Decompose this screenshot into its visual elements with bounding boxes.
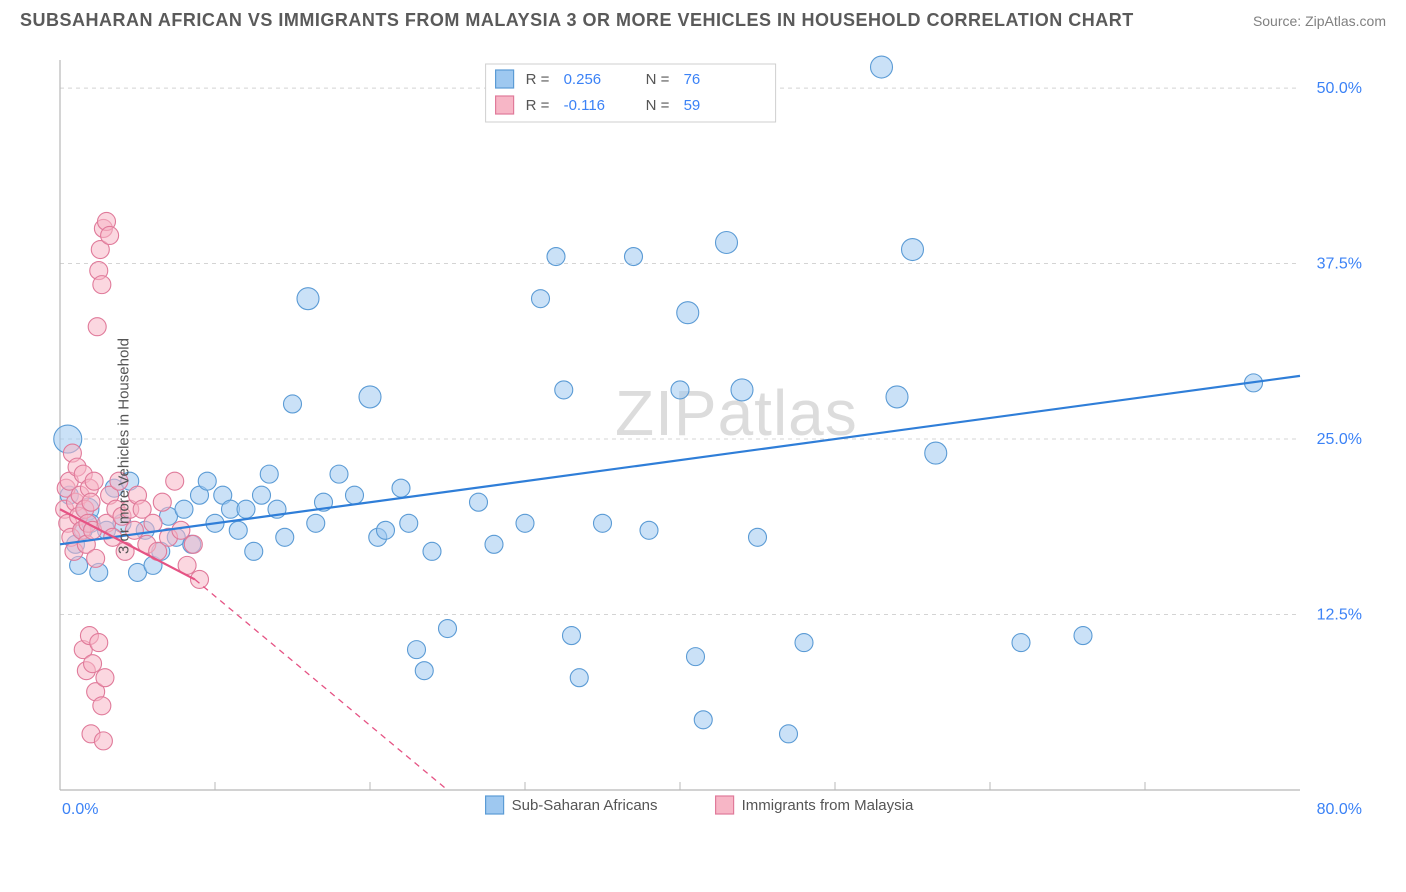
point-series-a (392, 479, 410, 497)
point-series-a (1012, 634, 1030, 652)
point-series-a (439, 620, 457, 638)
point-series-b (96, 669, 114, 687)
point-series-a (485, 535, 503, 553)
x-tick-label: 80.0% (1317, 801, 1362, 818)
point-series-a (307, 514, 325, 532)
point-series-a (253, 486, 271, 504)
point-series-b (184, 535, 202, 553)
stats-r-value: -0.116 (564, 97, 605, 114)
point-series-b (84, 655, 102, 673)
y-tick-label: 25.0% (1317, 431, 1362, 448)
point-series-b (172, 521, 190, 539)
stats-n-value: 76 (684, 71, 701, 88)
point-series-b (90, 634, 108, 652)
point-series-a (423, 542, 441, 560)
point-series-a (198, 472, 216, 490)
point-series-a (359, 386, 381, 408)
point-series-a (245, 542, 263, 560)
legend-swatch-a (486, 796, 504, 814)
point-series-a (555, 381, 573, 399)
stats-n-value: 59 (684, 97, 701, 114)
point-series-b (94, 732, 112, 750)
trendline-b-ext (195, 579, 448, 790)
legend-label-b: Immigrants from Malaysia (742, 797, 914, 814)
stats-swatch (496, 70, 514, 88)
point-series-a (625, 248, 643, 266)
point-series-a (284, 395, 302, 413)
stats-r-value: 0.256 (564, 71, 602, 88)
point-series-a (594, 514, 612, 532)
source-prefix: Source: (1253, 13, 1305, 29)
point-series-b (166, 472, 184, 490)
stats-swatch (496, 96, 514, 114)
point-series-a (516, 514, 534, 532)
y-tick-label: 50.0% (1317, 80, 1362, 97)
point-series-a (415, 662, 433, 680)
point-series-a (570, 669, 588, 687)
point-series-a (795, 634, 813, 652)
point-series-a (671, 381, 689, 399)
point-series-a (563, 627, 581, 645)
point-series-a (260, 465, 278, 483)
point-series-a (532, 290, 550, 308)
legend-label-a: Sub-Saharan Africans (512, 797, 658, 814)
source-name: ZipAtlas.com (1305, 13, 1386, 29)
point-series-a (175, 500, 193, 518)
point-series-b (101, 226, 119, 244)
point-series-b (93, 276, 111, 294)
point-series-a (346, 486, 364, 504)
legend-swatch-b (716, 796, 734, 814)
point-series-b (153, 493, 171, 511)
point-series-a (886, 386, 908, 408)
point-series-a (237, 500, 255, 518)
point-series-a (716, 232, 738, 254)
point-series-b (144, 514, 162, 532)
point-series-a (1074, 627, 1092, 645)
point-series-a (400, 514, 418, 532)
point-series-b (87, 549, 105, 567)
x-tick-label: 0.0% (62, 801, 98, 818)
point-series-a (276, 528, 294, 546)
point-series-a (330, 465, 348, 483)
point-series-a (377, 521, 395, 539)
point-series-a (902, 239, 924, 261)
chart-header: SUBSAHARAN AFRICAN VS IMMIGRANTS FROM MA… (0, 0, 1406, 37)
point-series-a (749, 528, 767, 546)
point-series-a (687, 648, 705, 666)
point-series-a (408, 641, 426, 659)
stats-n-label: N = (646, 97, 670, 114)
point-series-b (82, 493, 100, 511)
point-series-a (547, 248, 565, 266)
point-series-b (93, 697, 111, 715)
chart-area: 3 or more Vehicles in Household 12.5% 25.… (50, 50, 1386, 842)
source-credit: Source: ZipAtlas.com (1253, 13, 1386, 29)
stats-r-label: R = (526, 97, 550, 114)
point-series-a (229, 521, 247, 539)
chart-title: SUBSAHARAN AFRICAN VS IMMIGRANTS FROM MA… (20, 10, 1134, 31)
point-series-a (677, 302, 699, 324)
point-series-a (640, 521, 658, 539)
stats-n-label: N = (646, 71, 670, 88)
point-series-a (470, 493, 488, 511)
point-series-a (780, 725, 798, 743)
point-series-a (694, 711, 712, 729)
y-tick-label: 37.5% (1317, 256, 1362, 273)
scatter-chart: 12.5%25.0%37.5%50.0%ZIPatlas0.0%80.0%R =… (50, 50, 1370, 820)
y-tick-label: 12.5% (1317, 607, 1362, 624)
point-series-b (88, 318, 106, 336)
point-series-a (871, 56, 893, 78)
point-series-a (925, 442, 947, 464)
y-axis-label: 3 or more Vehicles in Household (115, 338, 132, 554)
stats-r-label: R = (526, 71, 550, 88)
point-series-a (297, 288, 319, 310)
point-series-b (85, 472, 103, 490)
point-series-a (731, 379, 753, 401)
